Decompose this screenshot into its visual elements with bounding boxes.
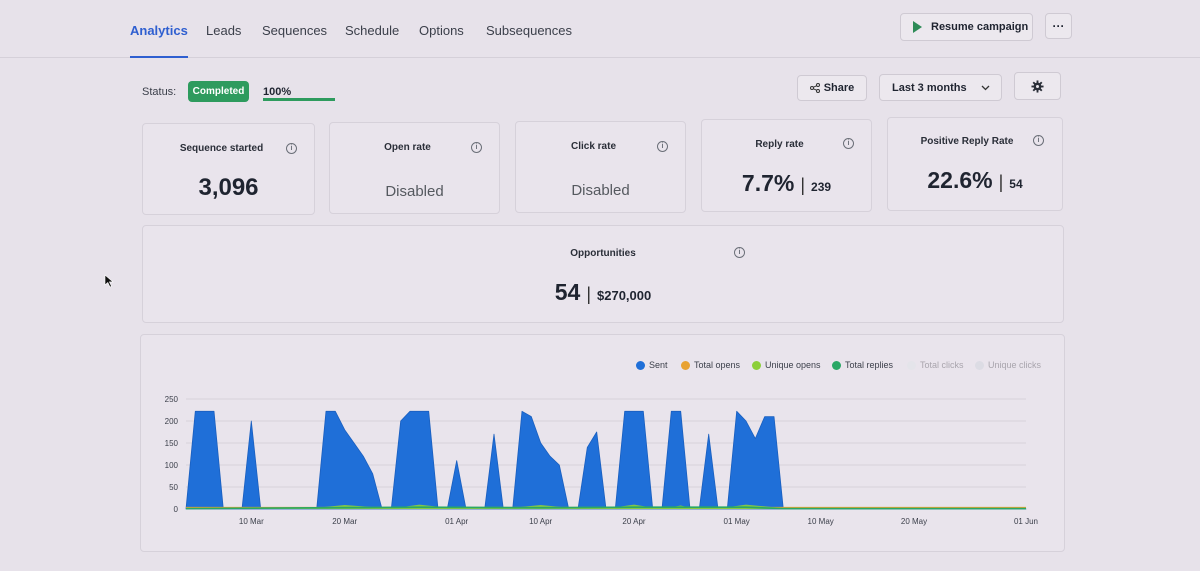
more-options-button[interactable]: ···	[1045, 13, 1072, 39]
separator: |	[800, 175, 806, 195]
date-range-label: Last 3 months	[892, 81, 967, 94]
mouse-cursor-icon	[104, 274, 114, 288]
progress-text: 100%	[263, 86, 292, 98]
legend-dot	[636, 360, 645, 370]
legend-dot	[832, 360, 841, 370]
legend-label: Sent	[649, 360, 668, 370]
resume-campaign-label: Resume campaign	[931, 21, 1029, 33]
info-icon[interactable]: i	[657, 141, 668, 152]
legend-item[interactable]: Total clicks	[907, 360, 964, 370]
card-title: Open rate	[384, 142, 431, 153]
progress-bar-fill	[263, 98, 335, 101]
tab-leads[interactable]: Leads	[206, 23, 242, 38]
card-title: Reply rate	[755, 139, 804, 150]
tab-subsequences[interactable]: Subsequences	[486, 23, 573, 38]
card-reply-rate: Reply rate i 7.7% | 239	[701, 119, 872, 212]
progress-bar	[263, 98, 335, 101]
legend-item[interactable]: Unique opens	[752, 360, 821, 370]
chevron-down-icon	[981, 85, 990, 91]
card-sub-value: 54	[1009, 177, 1023, 191]
info-icon[interactable]: i	[286, 143, 297, 154]
card-title: Sequence started	[179, 143, 264, 154]
info-icon[interactable]: i	[843, 138, 854, 149]
tab-schedule[interactable]: Schedule	[345, 23, 400, 38]
card-value: 3,096	[198, 174, 259, 201]
legend-dot	[752, 360, 761, 370]
card-value: 22.6%	[927, 167, 993, 193]
card-sub-value: $270,000	[597, 288, 652, 303]
share-label: Share	[823, 82, 855, 94]
card-opportunities: Opportunities i 54 | $270,000	[142, 225, 1064, 323]
legend-dot	[681, 360, 690, 370]
info-icon[interactable]: i	[1033, 135, 1044, 146]
legend-item[interactable]: Total opens	[681, 360, 740, 370]
card-sequence-started: Sequence started i 3,096	[142, 123, 315, 215]
card-title: Opportunities	[570, 248, 636, 259]
card-value: Disabled	[385, 183, 444, 200]
settings-button[interactable]	[1014, 72, 1061, 100]
info-icon[interactable]: i	[734, 247, 745, 258]
legend-label: Unique clicks	[988, 360, 1042, 370]
gear-icon	[1031, 79, 1044, 93]
date-range-select[interactable]: Last 3 months	[879, 74, 1002, 101]
legend-label: Total clicks	[920, 360, 964, 370]
card-value-row: 22.6% | 54	[888, 167, 1062, 194]
card-click-rate: Click rate i Disabled	[515, 121, 686, 213]
separator: |	[586, 284, 592, 304]
status-label: Status:	[142, 86, 177, 98]
legend-item[interactable]: Total replies	[832, 360, 893, 370]
card-value: 54	[554, 279, 581, 305]
resume-campaign-button[interactable]: Resume campaign	[900, 13, 1033, 41]
card-value-row: 7.7% | 239	[702, 170, 871, 197]
status-badge: Completed	[188, 81, 249, 102]
tab-options[interactable]: Options	[419, 23, 464, 38]
legend-label: Unique opens	[765, 360, 821, 370]
legend-dot	[975, 360, 984, 370]
card-value-row: 54 | $270,000	[143, 279, 1063, 306]
card-value: Disabled	[571, 182, 630, 199]
top-navigation: Analytics Leads Sequences Schedule Optio…	[0, 0, 1200, 58]
card-title: Click rate	[570, 141, 617, 152]
legend-label: Total replies	[845, 360, 894, 370]
separator: |	[998, 172, 1004, 192]
more-icon: ···	[1052, 19, 1065, 33]
legend-dot	[907, 360, 916, 370]
info-icon[interactable]: i	[471, 142, 482, 153]
legend-item[interactable]: Unique clicks	[975, 360, 1041, 370]
card-sub-value: 239	[811, 180, 832, 194]
share-icon	[809, 83, 820, 93]
card-value: 7.7%	[741, 170, 795, 196]
legend-item[interactable]: Sent	[636, 360, 668, 370]
card-open-rate: Open rate i Disabled	[329, 122, 500, 214]
card-title: Positive Reply Rate	[920, 136, 1014, 147]
tab-analytics[interactable]: Analytics	[130, 23, 188, 58]
play-icon	[913, 21, 922, 33]
share-button[interactable]: Share	[797, 75, 867, 101]
legend-label: Total opens	[694, 360, 741, 370]
card-positive-reply-rate: Positive Reply Rate i 22.6% | 54	[887, 117, 1063, 211]
tab-sequences[interactable]: Sequences	[262, 23, 328, 38]
